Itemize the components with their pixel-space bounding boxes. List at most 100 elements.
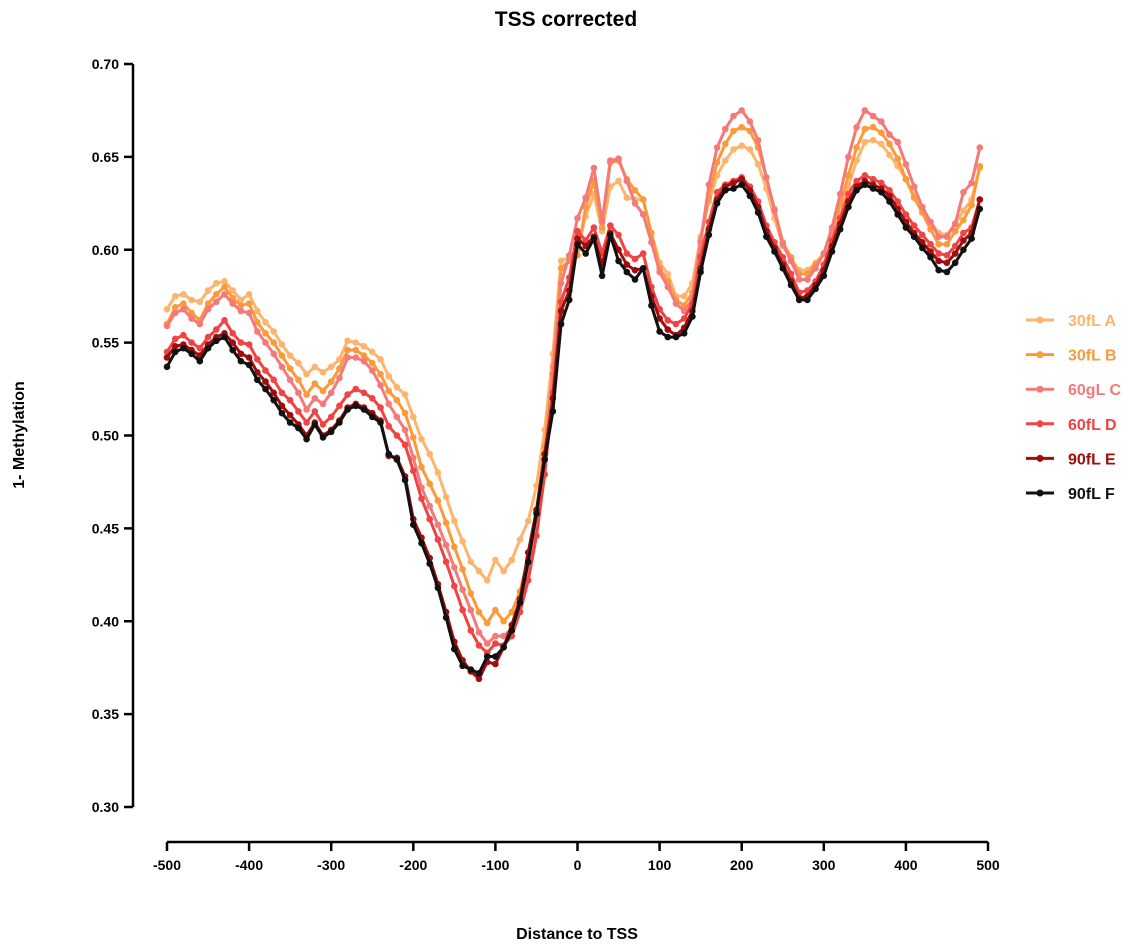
data-point: [738, 142, 745, 149]
data-point: [910, 233, 918, 240]
data-point: [401, 476, 409, 484]
data-point: [771, 207, 778, 214]
data-point: [278, 363, 286, 371]
data-point: [360, 352, 368, 359]
data-point: [861, 181, 869, 188]
data-point: [951, 220, 959, 227]
data-point: [779, 240, 787, 248]
data-point: [500, 567, 507, 575]
data-point: [229, 339, 236, 346]
data-point: [352, 385, 360, 393]
data-point: [508, 556, 516, 564]
data-point: [664, 270, 672, 278]
data-point: [352, 346, 360, 354]
data-point: [295, 376, 302, 384]
data-point: [492, 640, 499, 647]
data-point: [598, 272, 606, 280]
data-point: [492, 556, 499, 564]
data-point: [204, 344, 212, 352]
data-point: [910, 222, 918, 229]
data-point: [295, 424, 302, 432]
data-point: [574, 227, 581, 235]
data-point: [976, 205, 984, 213]
data-point: [311, 363, 319, 371]
data-point: [779, 265, 787, 272]
data-point: [722, 157, 729, 164]
data-point: [607, 222, 614, 229]
data-point: [886, 187, 893, 194]
data-point: [245, 341, 253, 348]
data-point: [327, 389, 335, 397]
data-point: [623, 261, 631, 268]
data-point: [508, 627, 516, 634]
data-point: [968, 179, 975, 187]
series-60fl-d: [163, 172, 984, 657]
data-point: [680, 330, 688, 337]
data-point: [861, 138, 869, 146]
legend-swatch-marker: [1036, 454, 1044, 462]
data-point: [270, 339, 278, 346]
data-point: [377, 419, 384, 426]
data-point: [196, 320, 204, 328]
x-tick-label: -100: [481, 857, 509, 873]
data-point: [336, 402, 343, 410]
data-point: [385, 387, 393, 395]
series-layer: [163, 107, 984, 683]
data-point: [286, 411, 294, 419]
data-point: [763, 174, 770, 181]
data-point: [869, 136, 877, 144]
data-point: [812, 265, 819, 272]
data-point: [524, 558, 532, 566]
data-point: [878, 179, 885, 187]
data-point: [459, 606, 466, 614]
data-point: [286, 419, 294, 426]
data-point: [639, 250, 647, 257]
data-point: [853, 187, 860, 194]
x-axis-title: Distance to TSS: [516, 926, 638, 943]
data-point: [245, 300, 253, 307]
data-point: [927, 253, 934, 261]
data-point: [253, 318, 261, 326]
data-point: [902, 224, 910, 231]
data-point: [401, 441, 409, 449]
data-point: [180, 291, 187, 298]
data-point: [369, 348, 376, 356]
series-line: [165, 138, 982, 582]
data-point: [960, 216, 967, 224]
data-point: [902, 211, 910, 218]
data-point: [278, 341, 286, 348]
data-point: [418, 435, 425, 443]
data-point: [853, 123, 860, 131]
data-point: [369, 395, 376, 402]
data-point: [960, 229, 967, 237]
data-point: [492, 660, 499, 668]
data-point: [171, 304, 179, 311]
data-point: [344, 337, 351, 345]
data-point: [943, 252, 951, 259]
data-point: [927, 240, 934, 248]
data-point: [311, 395, 319, 402]
data-point: [434, 536, 442, 543]
data-point: [360, 357, 368, 365]
data-point: [615, 155, 622, 162]
data-point: [853, 157, 860, 164]
data-point: [787, 257, 795, 265]
data-point: [648, 302, 655, 309]
data-point: [459, 565, 466, 573]
legend-swatch-marker: [1036, 316, 1044, 324]
data-point: [204, 333, 212, 341]
data-point: [615, 257, 622, 265]
data-point: [951, 250, 959, 257]
data-point: [171, 348, 179, 356]
legend: 30fL A 30fL B 60gL C 60fL D 90fL E 90fL F: [1026, 313, 1122, 503]
data-point: [270, 389, 278, 397]
data-point: [426, 502, 434, 510]
chart-title: TSS corrected: [495, 8, 637, 31]
data-point: [237, 307, 245, 315]
data-point: [229, 287, 236, 294]
data-point: [393, 456, 401, 463]
data-point: [566, 296, 573, 304]
data-point: [976, 144, 984, 151]
data-point: [607, 157, 614, 164]
data-point: [270, 328, 278, 335]
